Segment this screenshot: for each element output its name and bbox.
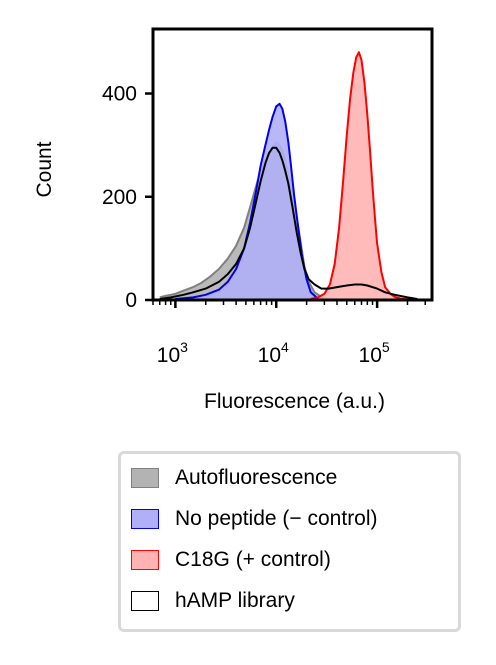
- legend-swatch: [131, 509, 159, 529]
- x-tick-label: 105: [359, 339, 390, 367]
- series-layer: [159, 51, 418, 301]
- plot-frame: [151, 27, 434, 302]
- legend-label: No peptide (− control): [175, 507, 378, 530]
- ticks-layer: 0 200 400 103 104 105: [102, 83, 426, 367]
- y-tick-label: 0: [125, 289, 137, 312]
- y-tick-label: 400: [102, 83, 137, 106]
- legend-label: Autofluorescence: [175, 466, 338, 489]
- x-tick-label: 103: [157, 339, 188, 367]
- legend-item: No peptide (− control): [131, 504, 378, 534]
- x-axis-label: Fluorescence (a.u.): [204, 390, 385, 413]
- legend-item: hAMP library: [131, 586, 295, 616]
- x-tick-label: 104: [258, 339, 289, 367]
- series-line: [159, 146, 418, 300]
- legend-label: hAMP library: [175, 589, 295, 612]
- legend-swatch: [131, 591, 159, 611]
- y-tick-label: 200: [102, 186, 137, 209]
- legend: Autofluorescence No peptide (− control) C1…: [118, 451, 461, 632]
- legend-swatch: [131, 550, 159, 570]
- series-2: [310, 51, 418, 301]
- y-axis-label: Count: [33, 141, 56, 197]
- histogram-figure: 0 200 400 103 104 105 Fluorescence (a.u.) Cou…: [33, 27, 434, 413]
- legend-item: Autofluorescence: [131, 463, 337, 493]
- series-3: [159, 146, 418, 300]
- legend-item: C18G (+ control): [131, 545, 331, 575]
- legend-swatch: [131, 468, 159, 488]
- legend-label: C18G (+ control): [175, 548, 331, 571]
- series-area: [310, 52, 418, 301]
